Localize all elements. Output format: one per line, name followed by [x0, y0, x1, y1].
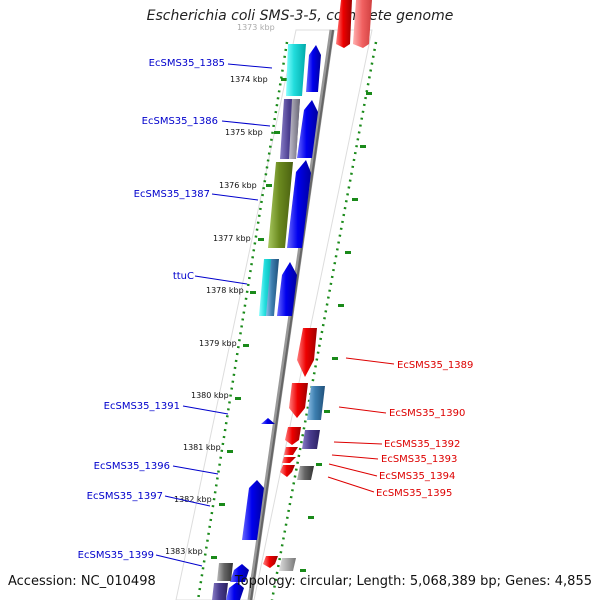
kbp-label: 1379 kbp — [199, 339, 237, 348]
tick-marks — [211, 78, 372, 572]
left-leader-lines — [155, 63, 273, 567]
feature-block[interactable] — [302, 430, 320, 449]
gene-arrow-reverse[interactable] — [282, 457, 296, 463]
gene-arrow-forward[interactable] — [297, 100, 318, 158]
gene-arrow-reverse[interactable] — [280, 465, 295, 477]
kbp-label: 1380 kbp — [191, 391, 229, 400]
gene-label[interactable]: EcSMS35_1393 — [381, 454, 457, 465]
gene-label[interactable]: EcSMS35_1389 — [397, 360, 473, 371]
gene-arrow-reverse[interactable] — [285, 427, 301, 445]
feature-block[interactable] — [279, 558, 296, 571]
kbp-label: 1376 kbp — [219, 181, 257, 190]
feature-block[interactable] — [307, 386, 325, 420]
kbp-label: 1377 kbp — [213, 234, 251, 243]
feature-block[interactable] — [212, 583, 228, 600]
feature-block[interactable] — [297, 466, 314, 480]
gene-arrow-forward[interactable] — [306, 45, 321, 92]
gene-label[interactable]: EcSMS35_1386 — [142, 116, 218, 127]
gene-arrow-reverse[interactable] — [297, 328, 317, 377]
gene-arrow-forward[interactable] — [261, 418, 275, 424]
right-leader-lines — [327, 357, 395, 493]
feature-block[interactable] — [266, 259, 279, 316]
gene-label[interactable]: EcSMS35_1396 — [94, 461, 170, 472]
gene-arrow-reverse[interactable] — [263, 556, 278, 568]
kbp-label: 1378 kbp — [206, 286, 244, 295]
gene-arrow-forward[interactable] — [287, 160, 311, 248]
kbp-label: 1381 kbp — [183, 443, 221, 452]
gene-arrow-forward[interactable] — [226, 582, 244, 600]
kbp-label: 1373 kbp — [237, 23, 275, 32]
accession-text: Accession: NC_010498 — [8, 574, 156, 589]
gene-label[interactable]: EcSMS35_1397 — [87, 491, 163, 502]
kbp-label: 1382 kbp — [174, 495, 212, 504]
feature-block[interactable] — [268, 162, 293, 248]
left-gene-labels: EcSMS35_1385 EcSMS35_1386 EcSMS35_1387 t… — [78, 58, 225, 561]
gene-label[interactable]: EcSMS35_1394 — [379, 471, 455, 482]
gene-label[interactable]: EcSMS35_1385 — [149, 58, 225, 69]
gene-label[interactable]: EcSMS35_1391 — [104, 401, 180, 412]
gene-arrow-reverse[interactable] — [284, 447, 298, 455]
gene-arrow[interactable] — [353, 0, 372, 48]
gene-label[interactable]: EcSMS35_1390 — [389, 408, 465, 419]
gene-arrow-forward[interactable] — [277, 262, 297, 316]
gene-arrow-forward[interactable] — [242, 480, 264, 540]
feature-block[interactable] — [286, 44, 306, 96]
gene-arrow[interactable] — [336, 0, 352, 48]
gene-label[interactable]: ttuC — [173, 271, 194, 282]
kbp-label: 1375 kbp — [225, 128, 263, 137]
gene-arrow-forward[interactable] — [230, 564, 249, 582]
kbp-labels: 1373 kbp 1374 kbp 1375 kbp 1376 kbp 1377… — [165, 23, 275, 556]
gene-label[interactable]: EcSMS35_1387 — [134, 189, 210, 200]
gene-arrow-reverse[interactable] — [289, 383, 308, 418]
map-title: Escherichia coli SMS-3-5, complete genom… — [146, 8, 454, 24]
feature-block[interactable] — [289, 99, 300, 159]
gene-label[interactable]: EcSMS35_1399 — [78, 550, 154, 561]
feature-block[interactable] — [217, 563, 233, 581]
genome-summary-text: Topology: circular; Length: 5,068,389 bp… — [234, 574, 592, 589]
gene-label[interactable]: EcSMS35_1395 — [376, 488, 452, 499]
left-dotted-track — [196, 41, 289, 600]
gene-label[interactable]: EcSMS35_1392 — [384, 439, 460, 450]
kbp-label: 1374 kbp — [230, 75, 268, 84]
right-gene-labels: EcSMS35_1389 EcSMS35_1390 EcSMS35_1392 E… — [376, 360, 473, 499]
kbp-label: 1383 kbp — [165, 547, 203, 556]
